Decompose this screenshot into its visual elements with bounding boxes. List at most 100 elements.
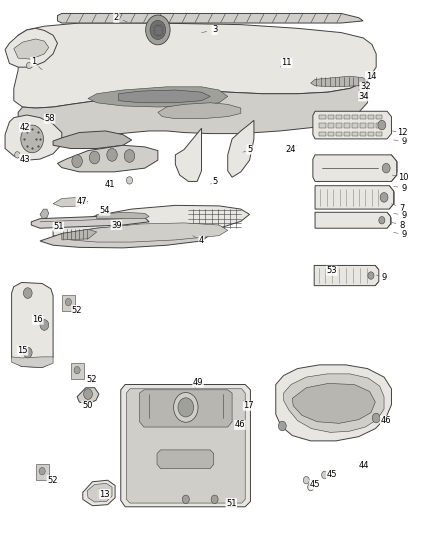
Polygon shape — [40, 209, 49, 219]
Polygon shape — [87, 483, 112, 502]
Polygon shape — [97, 212, 149, 219]
Circle shape — [23, 288, 32, 298]
Circle shape — [382, 164, 390, 173]
Circle shape — [368, 272, 374, 279]
Text: 4: 4 — [199, 237, 204, 246]
Polygon shape — [12, 282, 53, 368]
Text: 54: 54 — [99, 206, 110, 215]
Polygon shape — [314, 265, 379, 286]
Circle shape — [321, 471, 328, 479]
Text: 32: 32 — [360, 82, 371, 91]
Bar — [336, 132, 342, 136]
Text: 14: 14 — [366, 71, 376, 80]
Polygon shape — [66, 223, 228, 242]
Text: 17: 17 — [244, 401, 254, 410]
Polygon shape — [53, 197, 88, 207]
Bar — [376, 132, 382, 136]
Text: 58: 58 — [44, 114, 55, 123]
Circle shape — [89, 151, 100, 164]
Circle shape — [150, 20, 166, 39]
Polygon shape — [157, 450, 214, 469]
Text: 52: 52 — [72, 305, 82, 314]
Polygon shape — [77, 387, 99, 403]
Text: 24: 24 — [286, 145, 296, 154]
Polygon shape — [53, 205, 250, 240]
Text: 9: 9 — [402, 211, 407, 220]
Bar — [336, 124, 342, 128]
Bar — [376, 115, 382, 119]
Bar — [344, 132, 350, 136]
Text: 49: 49 — [193, 378, 203, 387]
Polygon shape — [313, 155, 397, 181]
Polygon shape — [83, 480, 115, 506]
Circle shape — [127, 176, 133, 184]
Circle shape — [378, 120, 386, 130]
Text: 9: 9 — [402, 230, 407, 239]
Bar — [368, 132, 374, 136]
Circle shape — [23, 348, 32, 358]
Bar — [336, 115, 342, 119]
Text: 53: 53 — [326, 266, 337, 275]
Text: 16: 16 — [32, 315, 43, 324]
Text: 5: 5 — [212, 177, 217, 186]
Text: 13: 13 — [99, 489, 110, 498]
Text: 9: 9 — [402, 137, 407, 146]
Polygon shape — [53, 131, 132, 149]
Polygon shape — [121, 384, 251, 507]
Text: 34: 34 — [359, 92, 369, 101]
Polygon shape — [140, 390, 232, 427]
Polygon shape — [5, 115, 62, 160]
Text: 51: 51 — [53, 222, 64, 231]
Circle shape — [380, 192, 388, 202]
Polygon shape — [276, 365, 392, 441]
Bar — [328, 132, 334, 136]
Text: 45: 45 — [310, 480, 320, 489]
Circle shape — [107, 149, 117, 161]
Circle shape — [279, 421, 286, 431]
Polygon shape — [315, 185, 394, 209]
Polygon shape — [57, 146, 158, 172]
Text: 7: 7 — [400, 204, 405, 213]
Circle shape — [124, 150, 135, 163]
Text: 52: 52 — [86, 375, 97, 384]
Bar — [352, 132, 358, 136]
Bar — [319, 124, 325, 128]
Polygon shape — [127, 389, 245, 503]
Text: 9: 9 — [402, 184, 407, 193]
Bar — [360, 124, 366, 128]
Text: 5: 5 — [247, 145, 252, 154]
Text: 42: 42 — [19, 123, 30, 132]
Text: 10: 10 — [398, 173, 409, 182]
Bar — [328, 115, 334, 119]
Bar — [344, 124, 350, 128]
Text: 45: 45 — [326, 471, 337, 479]
Bar — [352, 124, 358, 128]
Text: 47: 47 — [76, 197, 87, 206]
Text: 51: 51 — [226, 498, 237, 507]
Bar — [360, 132, 366, 136]
Text: 8: 8 — [400, 221, 405, 230]
Polygon shape — [292, 383, 375, 423]
Bar — [360, 115, 366, 119]
Polygon shape — [14, 23, 376, 108]
Circle shape — [72, 155, 82, 167]
Circle shape — [40, 320, 49, 330]
Circle shape — [26, 62, 32, 69]
Bar — [352, 115, 358, 119]
Bar — [319, 115, 325, 119]
Circle shape — [146, 15, 170, 45]
Text: 9: 9 — [381, 273, 387, 281]
Polygon shape — [62, 295, 75, 311]
Polygon shape — [158, 103, 241, 119]
Circle shape — [39, 467, 45, 475]
Text: 44: 44 — [359, 462, 369, 470]
Polygon shape — [313, 111, 392, 139]
Text: 46: 46 — [381, 416, 391, 425]
Bar — [376, 124, 382, 128]
Polygon shape — [5, 28, 57, 67]
Circle shape — [74, 367, 80, 374]
Polygon shape — [311, 76, 367, 87]
Bar — [368, 124, 374, 128]
Circle shape — [307, 483, 314, 491]
Polygon shape — [35, 464, 49, 480]
